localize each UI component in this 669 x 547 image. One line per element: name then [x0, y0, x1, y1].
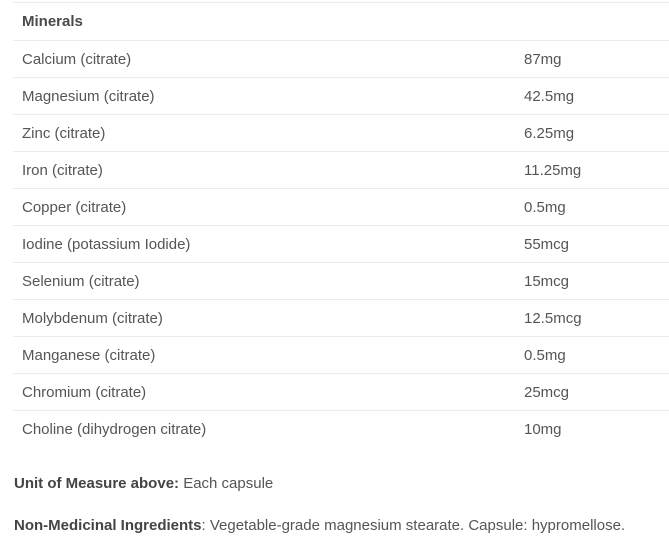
- mineral-name: Zinc (citrate): [22, 124, 106, 142]
- mineral-name: Iodine (potassium Iodide): [22, 235, 191, 253]
- mineral-row: Chromium (citrate) 25mcg: [13, 373, 669, 410]
- minerals-table: Minerals Calcium (citrate) 87mg Magnesiu…: [13, 2, 669, 447]
- mineral-name: Copper (citrate): [22, 198, 127, 216]
- mineral-row: Choline (dihydrogen citrate) 10mg: [13, 410, 669, 447]
- mineral-amount: 55mcg: [524, 235, 570, 253]
- mineral-row: Iodine (potassium Iodide) 55mcg: [13, 225, 669, 262]
- unit-of-measure-value: Each capsule: [179, 475, 274, 492]
- mineral-name: Manganese (citrate): [22, 346, 156, 364]
- mineral-row: Magnesium (citrate) 42.5mg: [13, 77, 669, 114]
- mineral-amount: 42.5mg: [524, 87, 575, 105]
- mineral-name: Chromium (citrate): [22, 383, 147, 401]
- mineral-row: Zinc (citrate) 6.25mg: [13, 114, 669, 151]
- mineral-amount: 87mg: [524, 50, 562, 68]
- unit-of-measure-label: Unit of Measure above:: [14, 475, 180, 492]
- mineral-row: Iron (citrate) 11.25mg: [13, 151, 669, 188]
- mineral-row: Selenium (citrate) 15mcg: [13, 262, 669, 299]
- mineral-rows-container: Calcium (citrate) 87mg Magnesium (citrat…: [13, 40, 669, 447]
- mineral-row: Molybdenum (citrate) 12.5mcg: [13, 299, 669, 336]
- mineral-amount: 11.25mg: [524, 161, 582, 179]
- mineral-amount: 0.5mg: [524, 346, 566, 364]
- mineral-row: Copper (citrate) 0.5mg: [13, 188, 669, 225]
- unit-of-measure-note: Unit of Measure above: Each capsule: [14, 474, 669, 493]
- table-header-row: Minerals: [13, 2, 669, 40]
- non-medicinal-note: Non-Medicinal Ingredients: Vegetable-gra…: [14, 516, 669, 535]
- non-medicinal-label: Non-Medicinal Ingredients: [14, 517, 202, 534]
- supplement-facts-panel: Minerals Calcium (citrate) 87mg Magnesiu…: [13, 2, 669, 535]
- mineral-name: Molybdenum (citrate): [22, 309, 163, 327]
- mineral-name: Choline (dihydrogen citrate): [22, 420, 207, 438]
- mineral-name: Calcium (citrate): [22, 50, 132, 68]
- mineral-amount: 15mcg: [524, 272, 570, 290]
- mineral-name: Selenium (citrate): [22, 272, 140, 290]
- mineral-amount: 6.25mg: [524, 124, 575, 142]
- mineral-amount: 25mcg: [524, 383, 570, 401]
- non-medicinal-value: : Vegetable-grade magnesium stearate. Ca…: [201, 517, 626, 534]
- mineral-amount: 10mg: [524, 420, 562, 438]
- mineral-row: Calcium (citrate) 87mg: [13, 40, 669, 77]
- table-section-header: Minerals: [22, 13, 83, 30]
- mineral-name: Iron (citrate): [22, 161, 103, 179]
- mineral-amount: 0.5mg: [524, 198, 566, 216]
- mineral-name: Magnesium (citrate): [22, 87, 155, 105]
- mineral-row: Manganese (citrate) 0.5mg: [13, 336, 669, 373]
- mineral-amount: 12.5mcg: [524, 309, 582, 327]
